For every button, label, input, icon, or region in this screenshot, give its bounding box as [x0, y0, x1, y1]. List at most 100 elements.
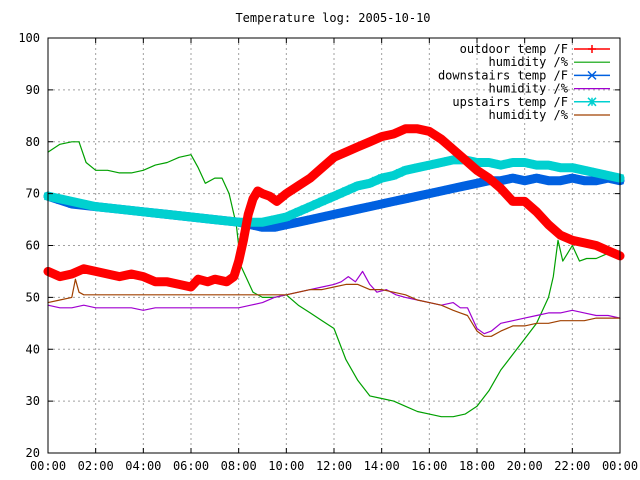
data-point — [550, 176, 559, 185]
data-point — [520, 158, 529, 167]
data-point — [592, 168, 601, 177]
data-point — [115, 205, 124, 214]
data-point — [515, 197, 523, 205]
data-point — [335, 189, 344, 198]
data-point — [562, 234, 570, 242]
series-1 — [47, 141, 621, 418]
data-point — [282, 190, 290, 198]
data-point — [455, 151, 463, 159]
data-point — [91, 202, 100, 211]
x-tick-label: 20:00 — [507, 459, 543, 473]
data-point — [497, 184, 505, 192]
legend-label: humidity /% — [489, 108, 569, 122]
legend-label: downstairs temp /F — [438, 68, 568, 82]
series-3 — [47, 270, 621, 335]
data-point — [234, 218, 243, 227]
data-point — [199, 277, 207, 285]
data-point — [532, 161, 541, 170]
data-point — [556, 163, 565, 172]
data-point — [472, 179, 482, 188]
data-point — [312, 169, 320, 177]
data-point — [610, 172, 619, 181]
data-point — [425, 161, 434, 170]
data-point — [574, 238, 582, 246]
data-point — [139, 273, 147, 281]
x-tick-label: 00:00 — [602, 459, 638, 473]
ticks: 00:00 02:00 04:00 06:00 08:00 10:00 12:00 14:00… — [18, 31, 638, 473]
y-tick-label: 70 — [26, 187, 40, 201]
data-point — [217, 277, 225, 285]
data-point — [449, 184, 458, 193]
data-point — [341, 207, 350, 216]
x-tick-label: 02:00 — [78, 459, 114, 473]
data-point — [335, 209, 344, 218]
data-point — [359, 180, 368, 189]
data-point — [86, 266, 94, 274]
data-point — [353, 181, 362, 190]
data-point — [336, 151, 344, 159]
data-point — [312, 199, 321, 209]
x-tick-label: 18:00 — [459, 459, 495, 473]
x-tick-label: 10:00 — [268, 459, 304, 473]
grid — [48, 38, 620, 453]
data-point — [68, 270, 76, 278]
series-line — [47, 270, 621, 335]
data-point — [389, 171, 398, 180]
data-point — [270, 223, 279, 232]
data-point — [526, 175, 535, 184]
y-tick-label: 40 — [26, 342, 40, 356]
data-point — [186, 212, 196, 221]
data-point — [568, 174, 577, 183]
data-point — [341, 187, 350, 196]
data-point — [425, 189, 434, 198]
data-point — [50, 270, 58, 278]
data-point — [413, 192, 422, 201]
data-point — [610, 249, 618, 257]
data-point — [62, 271, 70, 279]
data-point — [329, 192, 339, 201]
data-point — [318, 212, 327, 221]
data-point — [544, 176, 553, 185]
data-point — [264, 216, 273, 225]
data-point — [127, 206, 136, 215]
data-point — [389, 197, 398, 206]
data-point — [401, 194, 410, 203]
data-point — [80, 265, 88, 273]
series-line — [47, 141, 621, 418]
data-point — [377, 174, 386, 183]
data-point — [407, 164, 416, 174]
data-point — [592, 176, 601, 185]
data-point — [550, 162, 559, 171]
data-point — [556, 231, 564, 239]
series-line — [47, 278, 621, 337]
data-point — [395, 168, 404, 177]
data-point — [574, 164, 583, 174]
data-point — [538, 161, 547, 170]
data-point — [568, 236, 576, 244]
data-point — [550, 226, 558, 234]
data-point — [79, 199, 88, 209]
data-point — [103, 203, 112, 212]
data-point — [169, 279, 177, 287]
data-point — [282, 220, 291, 229]
data-point — [300, 216, 309, 225]
data-point — [330, 153, 338, 161]
data-point — [395, 196, 404, 205]
data-point — [300, 205, 309, 214]
data-point — [467, 161, 475, 169]
data-point — [502, 159, 511, 168]
series-5 — [47, 278, 621, 337]
x-tick-label: 14:00 — [364, 459, 400, 473]
legend-label: upstairs temp /F — [452, 95, 568, 109]
data-point — [270, 215, 279, 224]
data-point — [306, 174, 314, 182]
data-point — [514, 175, 523, 184]
data-point — [175, 211, 184, 220]
data-point — [342, 148, 350, 156]
data-point — [539, 214, 547, 222]
data-point — [235, 257, 243, 265]
data-point — [353, 205, 362, 214]
data-point — [110, 271, 118, 279]
